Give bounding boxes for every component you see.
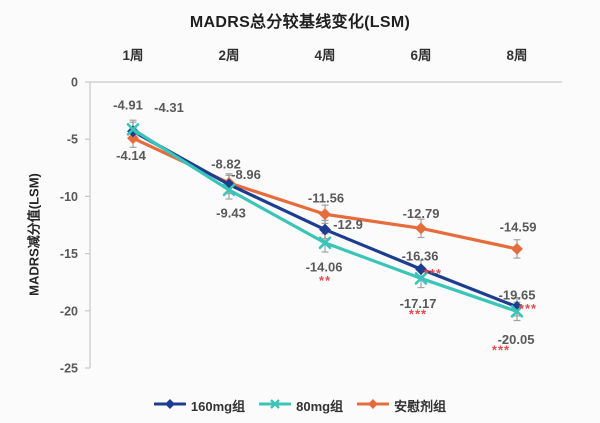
data-label: -12.9 [333, 217, 363, 232]
legend-item-160mg: 160mg组 [153, 396, 246, 415]
legend-swatch-svg [258, 398, 292, 409]
marker-diamond [511, 242, 523, 255]
marker-diamond [319, 208, 331, 221]
data-label: -14.59 [500, 219, 537, 234]
data-label: -19.65 [499, 287, 536, 302]
marker-diamond [319, 223, 331, 236]
legend-swatch-svg [356, 398, 390, 409]
significance-stars: *** [424, 266, 442, 281]
x-category-label: 1周 [122, 48, 143, 63]
legend-swatch-svg [153, 398, 187, 409]
y-tick-label: 0 [71, 76, 78, 90]
legend-marker-placebo [356, 397, 390, 415]
legend-label-160mg: 160mg组 [190, 399, 246, 414]
legend-item-placebo: 安慰剂组 [356, 396, 447, 415]
x-category-label: 4周 [314, 48, 335, 63]
data-label: -9.43 [216, 205, 246, 220]
x-category-label: 6周 [410, 48, 431, 63]
data-label: -12.79 [403, 206, 440, 221]
data-label: -16.36 [402, 249, 439, 264]
data-label: -8.82 [211, 156, 241, 171]
marker-x [222, 183, 236, 197]
marker-x [414, 272, 428, 285]
data-label: -4.91 [113, 98, 143, 113]
y-tick-label: -20 [60, 304, 78, 318]
significance-stars: ** [319, 273, 331, 288]
marker-x [318, 236, 332, 250]
y-tick-label: -5 [67, 133, 78, 147]
legend-label-placebo: 安慰剂组 [394, 399, 447, 414]
marker-diamond [415, 263, 427, 276]
marker-diamond [415, 222, 427, 235]
y-tick-label: -10 [60, 190, 78, 204]
x-category-label: 2周 [218, 48, 239, 63]
marker-x [126, 123, 140, 136]
data-label: -4.31 [154, 100, 184, 115]
x-category-label: 8周 [506, 48, 527, 63]
chart-title: MADRS总分较基线变化(LSM) [189, 14, 411, 31]
data-label: -11.56 [308, 191, 344, 206]
marker-diamond [127, 125, 139, 138]
marker-diamond [127, 132, 139, 145]
y-tick-label: -25 [60, 362, 78, 376]
legend-marker-80mg [258, 397, 292, 415]
data-label: -4.14 [116, 148, 146, 163]
data-label: -20.05 [498, 332, 535, 347]
data-label: -17.17 [400, 296, 437, 311]
legend-item-80mg: 80mg组 [258, 396, 344, 415]
y-tick-label: -15 [60, 247, 78, 261]
significance-stars: *** [519, 301, 537, 316]
significance-stars: *** [409, 306, 427, 321]
marker-x [510, 305, 524, 318]
legend-label-80mg: 80mg组 [296, 399, 344, 414]
legend-marker-160mg [153, 397, 187, 415]
legend: 160mg组 80mg组 安慰剂组 [0, 396, 600, 415]
data-label: -14.06 [306, 259, 343, 274]
significance-stars: *** [492, 342, 510, 357]
data-label: -8.96 [231, 167, 261, 182]
